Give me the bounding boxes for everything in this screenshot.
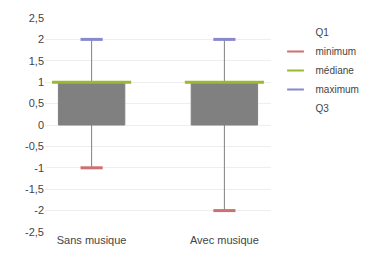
- svg-text:2,5: 2,5: [29, 12, 44, 24]
- svg-text:Q3: Q3: [316, 103, 330, 114]
- svg-text:1,5: 1,5: [29, 55, 44, 67]
- svg-text:-1: -1: [34, 162, 44, 174]
- svg-text:Q1: Q1: [316, 27, 330, 38]
- svg-text:médiane: médiane: [316, 65, 355, 76]
- svg-text:-2,5: -2,5: [25, 226, 44, 238]
- svg-text:maximum: maximum: [316, 84, 359, 95]
- svg-text:-2: -2: [34, 204, 44, 216]
- svg-text:0,5: 0,5: [29, 97, 44, 109]
- svg-text:minimum: minimum: [316, 46, 357, 57]
- svg-text:Sans musique: Sans musique: [57, 234, 127, 246]
- svg-text:1: 1: [38, 76, 44, 88]
- svg-text:2: 2: [38, 33, 44, 45]
- svg-text:0: 0: [38, 119, 44, 131]
- svg-text:-0,5: -0,5: [25, 140, 44, 152]
- svg-text:-1,5: -1,5: [25, 183, 44, 195]
- svg-text:Avec musique: Avec musique: [190, 234, 259, 246]
